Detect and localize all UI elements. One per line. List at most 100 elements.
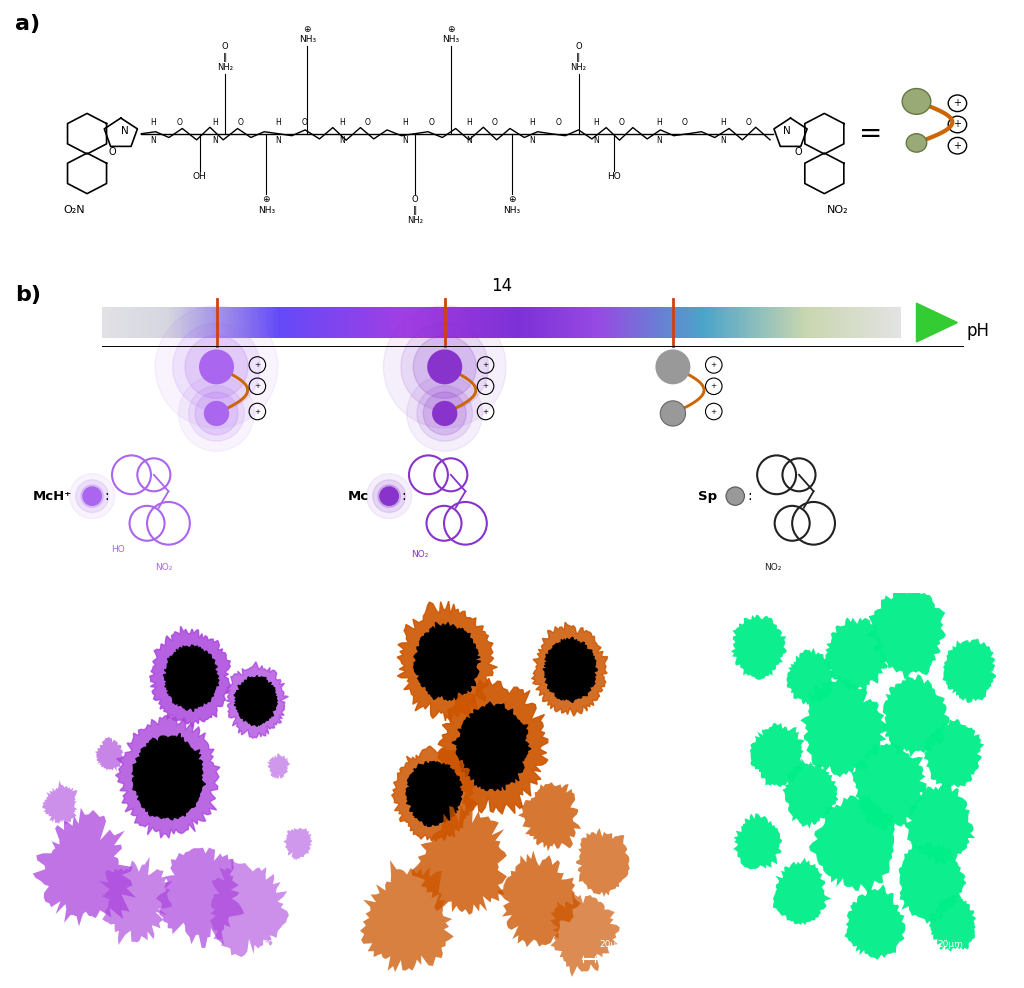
- Bar: [800, 307, 803, 338]
- Bar: [236, 307, 239, 338]
- Text: HO: HO: [607, 173, 622, 182]
- Bar: [137, 307, 139, 338]
- Bar: [667, 307, 670, 338]
- Bar: [605, 307, 608, 338]
- Bar: [478, 307, 480, 338]
- Bar: [364, 307, 366, 338]
- Bar: [480, 307, 483, 338]
- Bar: [718, 307, 720, 338]
- Polygon shape: [518, 782, 581, 852]
- Text: ⊕
NH₃: ⊕ NH₃: [442, 25, 459, 44]
- Bar: [765, 307, 768, 338]
- Bar: [382, 307, 385, 338]
- Bar: [485, 307, 488, 338]
- Polygon shape: [750, 722, 805, 787]
- Text: 20μm: 20μm: [600, 941, 626, 949]
- Text: NO₂: NO₂: [826, 206, 849, 215]
- Text: +: +: [953, 140, 962, 151]
- Polygon shape: [733, 813, 782, 869]
- Bar: [252, 307, 254, 338]
- Bar: [688, 307, 691, 338]
- Bar: [254, 307, 257, 338]
- Bar: [755, 307, 758, 338]
- Bar: [472, 307, 475, 338]
- Text: 14: 14: [492, 277, 512, 295]
- Bar: [781, 307, 784, 338]
- Bar: [731, 307, 733, 338]
- Bar: [488, 307, 492, 338]
- Bar: [552, 307, 555, 338]
- Bar: [219, 307, 222, 338]
- Bar: [111, 307, 113, 338]
- Bar: [598, 307, 600, 338]
- Bar: [459, 307, 462, 338]
- Bar: [613, 307, 616, 338]
- Text: ⊕
NH₃: ⊕ NH₃: [299, 25, 315, 44]
- Bar: [177, 307, 179, 338]
- Bar: [618, 307, 622, 338]
- Bar: [483, 307, 485, 338]
- Bar: [776, 307, 778, 338]
- Polygon shape: [942, 638, 996, 702]
- Circle shape: [902, 89, 931, 115]
- Circle shape: [76, 480, 109, 513]
- Bar: [366, 307, 369, 338]
- Polygon shape: [414, 622, 480, 700]
- Bar: [773, 307, 776, 338]
- Bar: [898, 307, 901, 338]
- Bar: [102, 307, 105, 338]
- Bar: [568, 307, 571, 338]
- Polygon shape: [844, 884, 905, 959]
- Text: O
‖
NH₂: O ‖ NH₂: [570, 42, 587, 72]
- Polygon shape: [116, 715, 220, 838]
- Bar: [635, 307, 638, 338]
- Bar: [449, 307, 452, 338]
- Bar: [286, 307, 289, 338]
- Bar: [786, 307, 790, 338]
- Polygon shape: [42, 781, 78, 824]
- Text: O: O: [238, 119, 244, 127]
- Bar: [494, 307, 497, 338]
- Polygon shape: [225, 662, 289, 738]
- Bar: [374, 307, 377, 338]
- Bar: [811, 307, 813, 338]
- Bar: [358, 307, 360, 338]
- Bar: [883, 307, 885, 338]
- Bar: [585, 307, 587, 338]
- Text: H: H: [339, 119, 345, 127]
- Bar: [573, 307, 577, 338]
- Text: McH⁺: McH⁺: [33, 490, 72, 503]
- Bar: [866, 307, 869, 338]
- Bar: [798, 307, 800, 338]
- Bar: [497, 307, 499, 338]
- Text: O: O: [176, 119, 182, 127]
- Polygon shape: [531, 622, 607, 716]
- Bar: [156, 307, 159, 338]
- Bar: [318, 307, 321, 338]
- Bar: [829, 307, 831, 338]
- Text: +: +: [711, 383, 717, 389]
- Circle shape: [414, 336, 476, 398]
- Bar: [752, 307, 755, 338]
- Bar: [683, 307, 685, 338]
- Bar: [462, 307, 465, 338]
- Bar: [710, 307, 712, 338]
- Text: ⊕
NH₃: ⊕ NH₃: [258, 196, 274, 215]
- Bar: [888, 307, 891, 338]
- Text: +: +: [254, 408, 260, 415]
- Text: H: H: [466, 119, 472, 127]
- Bar: [310, 307, 312, 338]
- Polygon shape: [786, 648, 835, 704]
- Bar: [523, 307, 525, 338]
- Text: O
‖
NH₂: O ‖ NH₂: [407, 196, 423, 225]
- Text: N: N: [212, 136, 218, 145]
- Bar: [398, 307, 400, 338]
- Bar: [625, 307, 627, 338]
- Bar: [821, 307, 824, 338]
- Bar: [758, 307, 760, 338]
- Polygon shape: [543, 637, 597, 702]
- Bar: [520, 307, 523, 338]
- Text: H: H: [720, 119, 726, 127]
- Bar: [715, 307, 718, 338]
- Bar: [425, 307, 427, 338]
